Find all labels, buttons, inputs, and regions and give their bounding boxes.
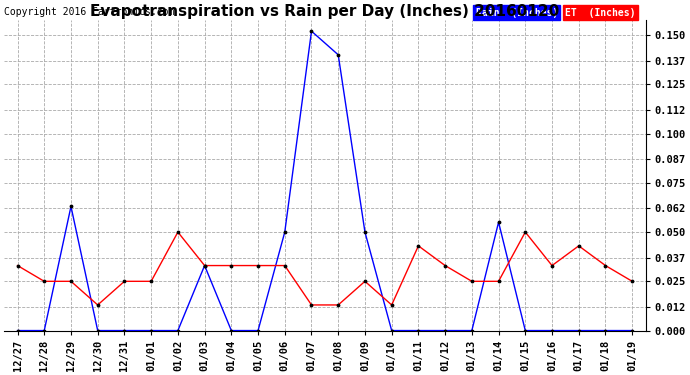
Text: Rain  (Inches): Rain (Inches)	[475, 8, 558, 18]
Text: Copyright 2016 Cartronics.com: Copyright 2016 Cartronics.com	[4, 7, 175, 17]
Title: Evapotranspiration vs Rain per Day (Inches) 20160120: Evapotranspiration vs Rain per Day (Inch…	[90, 4, 560, 19]
Text: ET  (Inches): ET (Inches)	[565, 8, 636, 18]
